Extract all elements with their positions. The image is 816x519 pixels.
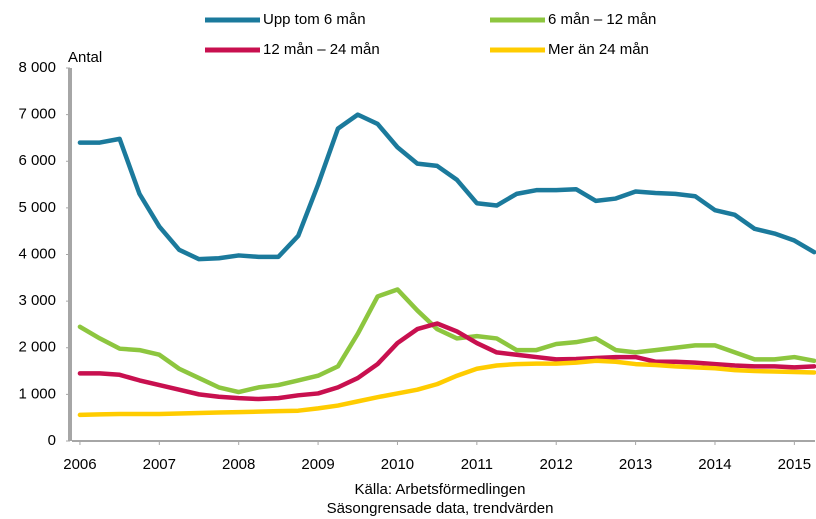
x-tick-label: 2010 [381,456,414,473]
source-note: Säsongrensade data, trendvärden [327,500,554,517]
x-tick-label: 2009 [301,456,334,473]
y-tick-label: 4 000 [18,245,56,262]
legend-label: 6 mån – 12 mån [548,11,656,28]
x-tick-label: 2007 [143,456,176,473]
x-tick-label: 2014 [698,456,731,473]
y-tick-label: 5 000 [18,199,56,216]
x-tick-label: 2006 [63,456,96,473]
legend-label: Upp tom 6 mån [263,11,366,28]
y-tick-label: 2 000 [18,339,56,356]
legend-label: 12 mån – 24 mån [263,41,380,58]
legend-label: Mer än 24 mån [548,41,649,58]
y-tick-label: 7 000 [18,106,56,123]
y-tick-label: 3 000 [18,292,56,309]
y-tick-label: 1 000 [18,385,56,402]
series-line [77,321,816,402]
x-tick-label: 2013 [619,456,652,473]
x-tick-label: 2011 [461,456,493,473]
x-tick-label: 2008 [222,456,255,473]
series-line [77,287,816,395]
series-line [77,358,816,418]
y-tick-label: 8 000 [18,59,56,76]
y-tick-label: 6 000 [18,152,56,169]
source: Källa: Arbetsförmedlingen [355,481,526,498]
x-tick-label: 2012 [540,456,573,473]
x-tick-label: 2015 [778,456,811,473]
series-line [77,112,816,262]
y-axis-label: Antal [68,49,102,66]
y-tick-label: 0 [48,432,56,449]
